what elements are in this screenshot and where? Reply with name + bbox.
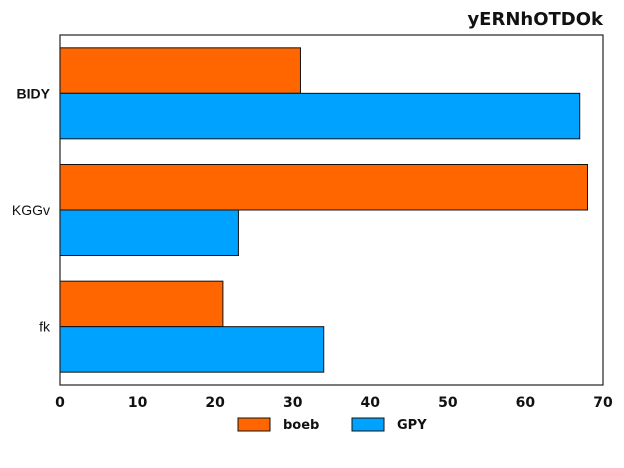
legend-label: GPY: [397, 418, 427, 433]
bar-boeb-fk: [59, 280, 224, 328]
chart-title: yERNhOTDOk: [467, 9, 604, 30]
x-axis: 0 10 20 30 40 50 60 70: [55, 395, 613, 411]
legend-item-GPY: GPY: [351, 417, 427, 433]
x-tick-label: 20: [205, 395, 225, 411]
legend-label: boeb: [283, 418, 319, 433]
x-tick-label: 50: [438, 395, 458, 411]
bars-group: [59, 47, 588, 373]
x-tick-label: 60: [516, 395, 536, 411]
legend-swatch: [237, 417, 271, 432]
x-tick-label: 40: [361, 395, 381, 411]
y-tick-label: KGGv: [12, 202, 50, 218]
bar-GPY-fk: [59, 326, 325, 373]
x-tick-label: 70: [593, 395, 613, 411]
y-tick-label: BIDY: [17, 85, 51, 101]
bar-GPY-BIDY: [59, 92, 581, 140]
bar-boeb-BIDY: [59, 47, 301, 94]
y-tick-label: fk: [39, 319, 51, 335]
x-tick-label: 10: [128, 395, 148, 411]
x-tick-label: 30: [283, 395, 303, 411]
y-axis: BIDY KGGv fk: [12, 85, 51, 334]
bar-boeb-KGGv: [59, 164, 588, 211]
legend-item-boeb: boeb: [237, 417, 319, 433]
x-tick-label: 0: [55, 395, 65, 411]
legend: boeb GPY: [237, 417, 427, 433]
bar-GPY-KGGv: [59, 209, 239, 256]
legend-swatch: [351, 417, 385, 432]
plot-frame: [59, 34, 604, 386]
